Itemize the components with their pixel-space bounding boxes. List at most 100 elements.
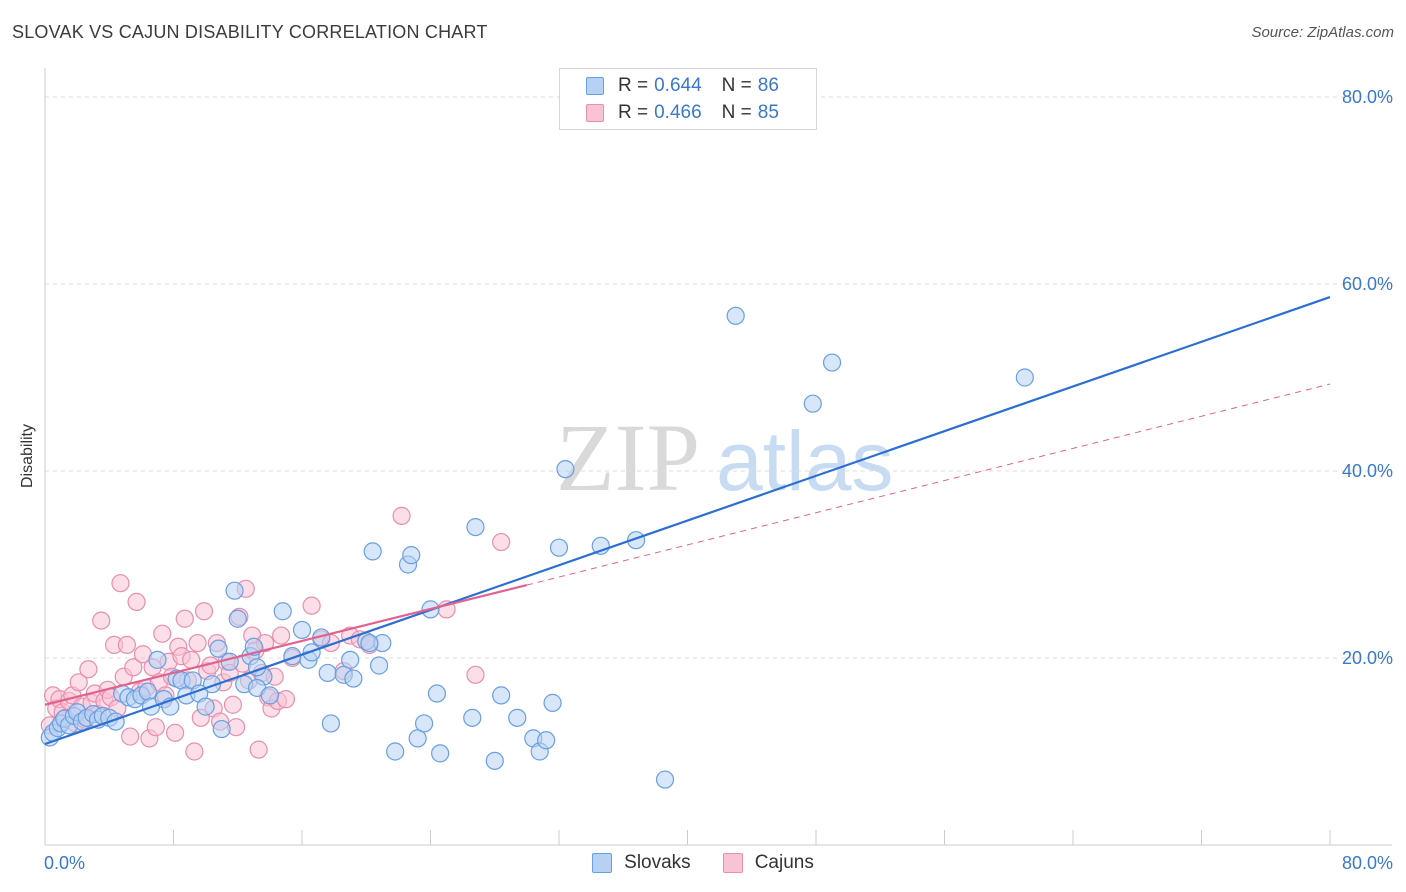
- legend-item-slovaks: Slovaks: [592, 852, 691, 874]
- slovak-point: [209, 639, 228, 658]
- slovak-point: [492, 686, 511, 705]
- slovak-point: [341, 650, 360, 669]
- grid-lines: [45, 96, 1392, 659]
- legend-r-label: R =: [618, 102, 649, 123]
- cajun-point: [223, 695, 243, 714]
- slovak-point: [370, 656, 389, 675]
- cajun-swatch-icon: [586, 104, 604, 122]
- x-tick-label: 0.0%: [44, 853, 85, 873]
- slovak-point: [273, 602, 292, 621]
- slovak-point: [803, 394, 822, 413]
- axes: [44, 68, 1392, 846]
- cajun-point: [127, 592, 146, 612]
- cajun-swatch-icon: [722, 853, 743, 873]
- series-legend: Slovaks Cajuns: [0, 852, 1406, 874]
- cajun-point: [124, 658, 143, 677]
- correlation-legend: R = 0.644 N = 86 R = 0.466 N = 85: [559, 68, 817, 130]
- cajun-point: [188, 633, 207, 653]
- slovak-point: [431, 744, 450, 763]
- legend-row-slovaks: R = 0.644 N = 86: [586, 73, 779, 99]
- cajun-point: [182, 650, 201, 669]
- cajun-point: [117, 635, 137, 655]
- cajun-point: [153, 624, 172, 643]
- cajun-point: [175, 609, 194, 628]
- slovak-point: [427, 684, 447, 703]
- slovak-point: [463, 708, 482, 727]
- cajun-point: [302, 596, 321, 615]
- cajun-point: [185, 742, 204, 761]
- legend-row-cajuns: R = 0.466 N = 85: [586, 100, 779, 126]
- cajun-trend-line: [44, 584, 528, 706]
- trend-lines: [44, 296, 1331, 746]
- x-tick-label: 80.0%: [1342, 853, 1393, 873]
- legend-label-slovaks: Slovaks: [624, 852, 691, 873]
- watermark-zip: ZIP: [556, 404, 700, 511]
- slovak-point: [138, 682, 157, 701]
- slovak-point: [225, 581, 244, 600]
- cajun-point: [272, 626, 291, 645]
- slovak-point: [260, 686, 279, 705]
- slovak-point: [360, 633, 379, 653]
- slovak-point: [386, 742, 405, 761]
- slovak-point: [537, 731, 556, 750]
- cajun-point: [392, 506, 411, 525]
- slovak-trend-line: [44, 296, 1331, 746]
- slovak-point: [508, 708, 527, 727]
- cajun-point: [146, 718, 165, 737]
- slovak-point: [321, 714, 341, 733]
- chart-source: Source: ZipAtlas.com: [1251, 24, 1394, 41]
- slovak-point: [402, 546, 421, 565]
- slovak-point: [485, 751, 504, 770]
- slovak-point: [543, 693, 562, 712]
- cajun-point: [92, 611, 111, 630]
- cajun-point: [194, 602, 214, 621]
- slovak-point: [556, 460, 575, 479]
- cajun-point: [492, 532, 511, 552]
- cajun-point: [249, 740, 268, 759]
- slovak-point: [148, 650, 167, 669]
- slovak-point: [363, 542, 382, 561]
- slovak-point: [228, 609, 247, 628]
- cajun-point: [466, 665, 485, 684]
- cajun-point: [276, 690, 296, 709]
- slovak-point: [726, 306, 745, 325]
- legend-item-cajuns: Cajuns: [722, 852, 814, 874]
- cajun-point: [121, 727, 140, 746]
- slovak-point: [549, 538, 569, 557]
- slovak-point: [408, 729, 427, 748]
- slovak-point: [220, 652, 239, 671]
- slovak-swatch-icon: [586, 77, 604, 95]
- slovak-point: [292, 620, 312, 640]
- y-tick-label: 40.0%: [1342, 461, 1393, 481]
- y-tick-label: 20.0%: [1342, 648, 1393, 668]
- watermark: ZIP atlas: [556, 404, 893, 511]
- slovak-point: [212, 719, 231, 739]
- legend-n-value: 85: [757, 102, 779, 123]
- slovak-point: [318, 663, 337, 683]
- legend-r-label: R =: [618, 75, 649, 96]
- y-tick-label: 60.0%: [1342, 274, 1393, 294]
- slovak-point: [822, 353, 842, 372]
- chart-title: SLOVAK VS CAJUN DISABILITY CORRELATION C…: [12, 22, 488, 42]
- legend-label-cajuns: Cajuns: [754, 852, 814, 873]
- slovak-point: [655, 770, 675, 789]
- cajun-point: [69, 673, 88, 692]
- slovak-swatch-icon: [592, 853, 613, 873]
- cajun-trend-extension: [526, 383, 1331, 586]
- cajun-point: [111, 574, 130, 593]
- slovak-points: [40, 106, 1034, 789]
- slovak-point: [344, 669, 363, 688]
- slovak-point: [1015, 368, 1034, 387]
- cajun-point: [166, 723, 185, 742]
- watermark-atlas: atlas: [716, 414, 893, 508]
- y-tick-label: 80.0%: [1342, 87, 1393, 107]
- legend-n-value: 86: [757, 75, 779, 96]
- legend-r-value: 0.644: [654, 75, 702, 96]
- slovak-point: [196, 697, 215, 716]
- cajun-point: [79, 660, 98, 679]
- legend-r-value: 0.466: [654, 102, 702, 123]
- legend-n-label: N =: [721, 75, 752, 96]
- slovak-point: [414, 714, 434, 733]
- legend-n-label: N =: [721, 102, 752, 123]
